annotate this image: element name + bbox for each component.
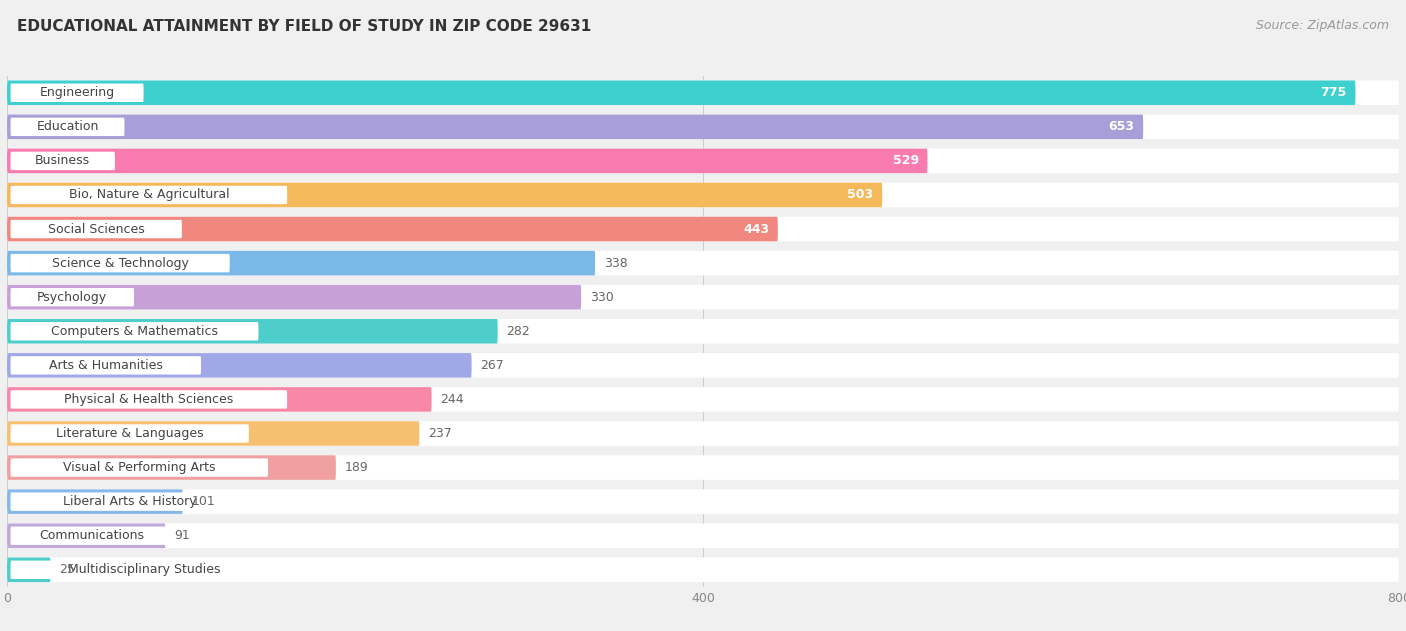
FancyBboxPatch shape <box>10 390 287 409</box>
Text: 189: 189 <box>344 461 368 474</box>
FancyBboxPatch shape <box>7 422 1399 445</box>
FancyBboxPatch shape <box>7 456 336 480</box>
Text: 330: 330 <box>591 291 613 304</box>
FancyBboxPatch shape <box>7 319 1399 343</box>
FancyBboxPatch shape <box>7 115 1399 139</box>
Text: 775: 775 <box>1320 86 1347 99</box>
Text: Physical & Health Sciences: Physical & Health Sciences <box>65 393 233 406</box>
Text: 529: 529 <box>893 155 918 167</box>
FancyBboxPatch shape <box>10 322 259 341</box>
FancyBboxPatch shape <box>7 558 1399 582</box>
FancyBboxPatch shape <box>7 353 1399 377</box>
FancyBboxPatch shape <box>10 151 115 170</box>
Text: Literature & Languages: Literature & Languages <box>56 427 204 440</box>
FancyBboxPatch shape <box>7 251 595 275</box>
FancyBboxPatch shape <box>7 387 1399 411</box>
FancyBboxPatch shape <box>10 83 143 102</box>
FancyBboxPatch shape <box>7 524 166 548</box>
FancyBboxPatch shape <box>7 524 1399 548</box>
Text: Source: ZipAtlas.com: Source: ZipAtlas.com <box>1256 19 1389 32</box>
FancyBboxPatch shape <box>10 492 249 511</box>
FancyBboxPatch shape <box>10 560 277 579</box>
Text: Business: Business <box>35 155 90 167</box>
FancyBboxPatch shape <box>7 115 1143 139</box>
FancyBboxPatch shape <box>10 254 229 273</box>
Text: Education: Education <box>37 121 98 133</box>
FancyBboxPatch shape <box>7 353 471 377</box>
Text: 25: 25 <box>59 563 75 576</box>
FancyBboxPatch shape <box>7 285 581 309</box>
Text: 101: 101 <box>191 495 215 508</box>
FancyBboxPatch shape <box>7 558 51 582</box>
Text: Liberal Arts & History: Liberal Arts & History <box>63 495 197 508</box>
Text: Visual & Performing Arts: Visual & Performing Arts <box>63 461 215 474</box>
FancyBboxPatch shape <box>7 149 1399 173</box>
FancyBboxPatch shape <box>7 81 1399 105</box>
Text: Engineering: Engineering <box>39 86 115 99</box>
FancyBboxPatch shape <box>10 186 287 204</box>
Text: 237: 237 <box>427 427 451 440</box>
FancyBboxPatch shape <box>7 183 882 207</box>
FancyBboxPatch shape <box>7 217 778 241</box>
Text: Computers & Mathematics: Computers & Mathematics <box>51 325 218 338</box>
FancyBboxPatch shape <box>7 81 1355 105</box>
FancyBboxPatch shape <box>10 356 201 375</box>
FancyBboxPatch shape <box>7 490 183 514</box>
Text: Science & Technology: Science & Technology <box>52 257 188 269</box>
Text: 282: 282 <box>506 325 530 338</box>
Text: 267: 267 <box>481 359 503 372</box>
FancyBboxPatch shape <box>7 149 928 173</box>
FancyBboxPatch shape <box>10 458 269 477</box>
FancyBboxPatch shape <box>10 220 181 239</box>
FancyBboxPatch shape <box>7 251 1399 275</box>
FancyBboxPatch shape <box>7 387 432 411</box>
FancyBboxPatch shape <box>7 285 1399 309</box>
Text: Psychology: Psychology <box>37 291 107 304</box>
FancyBboxPatch shape <box>7 319 498 343</box>
FancyBboxPatch shape <box>10 288 134 307</box>
Text: EDUCATIONAL ATTAINMENT BY FIELD OF STUDY IN ZIP CODE 29631: EDUCATIONAL ATTAINMENT BY FIELD OF STUDY… <box>17 19 591 34</box>
Text: 338: 338 <box>603 257 627 269</box>
Text: 503: 503 <box>848 189 873 201</box>
Text: Arts & Humanities: Arts & Humanities <box>49 359 163 372</box>
FancyBboxPatch shape <box>10 526 173 545</box>
FancyBboxPatch shape <box>10 117 125 136</box>
FancyBboxPatch shape <box>7 183 1399 207</box>
Text: 244: 244 <box>440 393 464 406</box>
FancyBboxPatch shape <box>10 424 249 443</box>
Text: Bio, Nature & Agricultural: Bio, Nature & Agricultural <box>69 189 229 201</box>
FancyBboxPatch shape <box>7 456 1399 480</box>
FancyBboxPatch shape <box>7 422 419 445</box>
Text: Social Sciences: Social Sciences <box>48 223 145 235</box>
FancyBboxPatch shape <box>7 217 1399 241</box>
Text: 653: 653 <box>1108 121 1135 133</box>
FancyBboxPatch shape <box>7 490 1399 514</box>
Text: Communications: Communications <box>39 529 143 542</box>
Text: 443: 443 <box>742 223 769 235</box>
Text: Multidisciplinary Studies: Multidisciplinary Studies <box>67 563 221 576</box>
Text: 91: 91 <box>174 529 190 542</box>
